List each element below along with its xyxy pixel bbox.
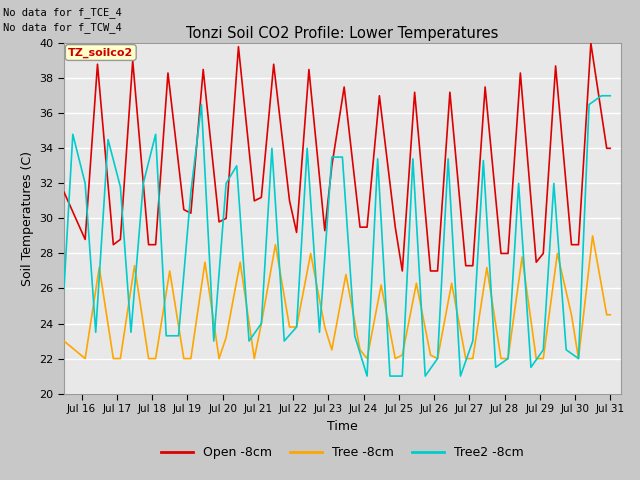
Text: No data for f_TCW_4: No data for f_TCW_4 xyxy=(3,22,122,33)
Y-axis label: Soil Temperatures (C): Soil Temperatures (C) xyxy=(20,151,34,286)
Title: Tonzi Soil CO2 Profile: Lower Temperatures: Tonzi Soil CO2 Profile: Lower Temperatur… xyxy=(186,25,499,41)
Text: TZ_soilco2: TZ_soilco2 xyxy=(68,48,133,58)
Legend: Open -8cm, Tree -8cm, Tree2 -8cm: Open -8cm, Tree -8cm, Tree2 -8cm xyxy=(156,442,529,465)
X-axis label: Time: Time xyxy=(327,420,358,432)
Text: No data for f_TCE_4: No data for f_TCE_4 xyxy=(3,7,122,18)
